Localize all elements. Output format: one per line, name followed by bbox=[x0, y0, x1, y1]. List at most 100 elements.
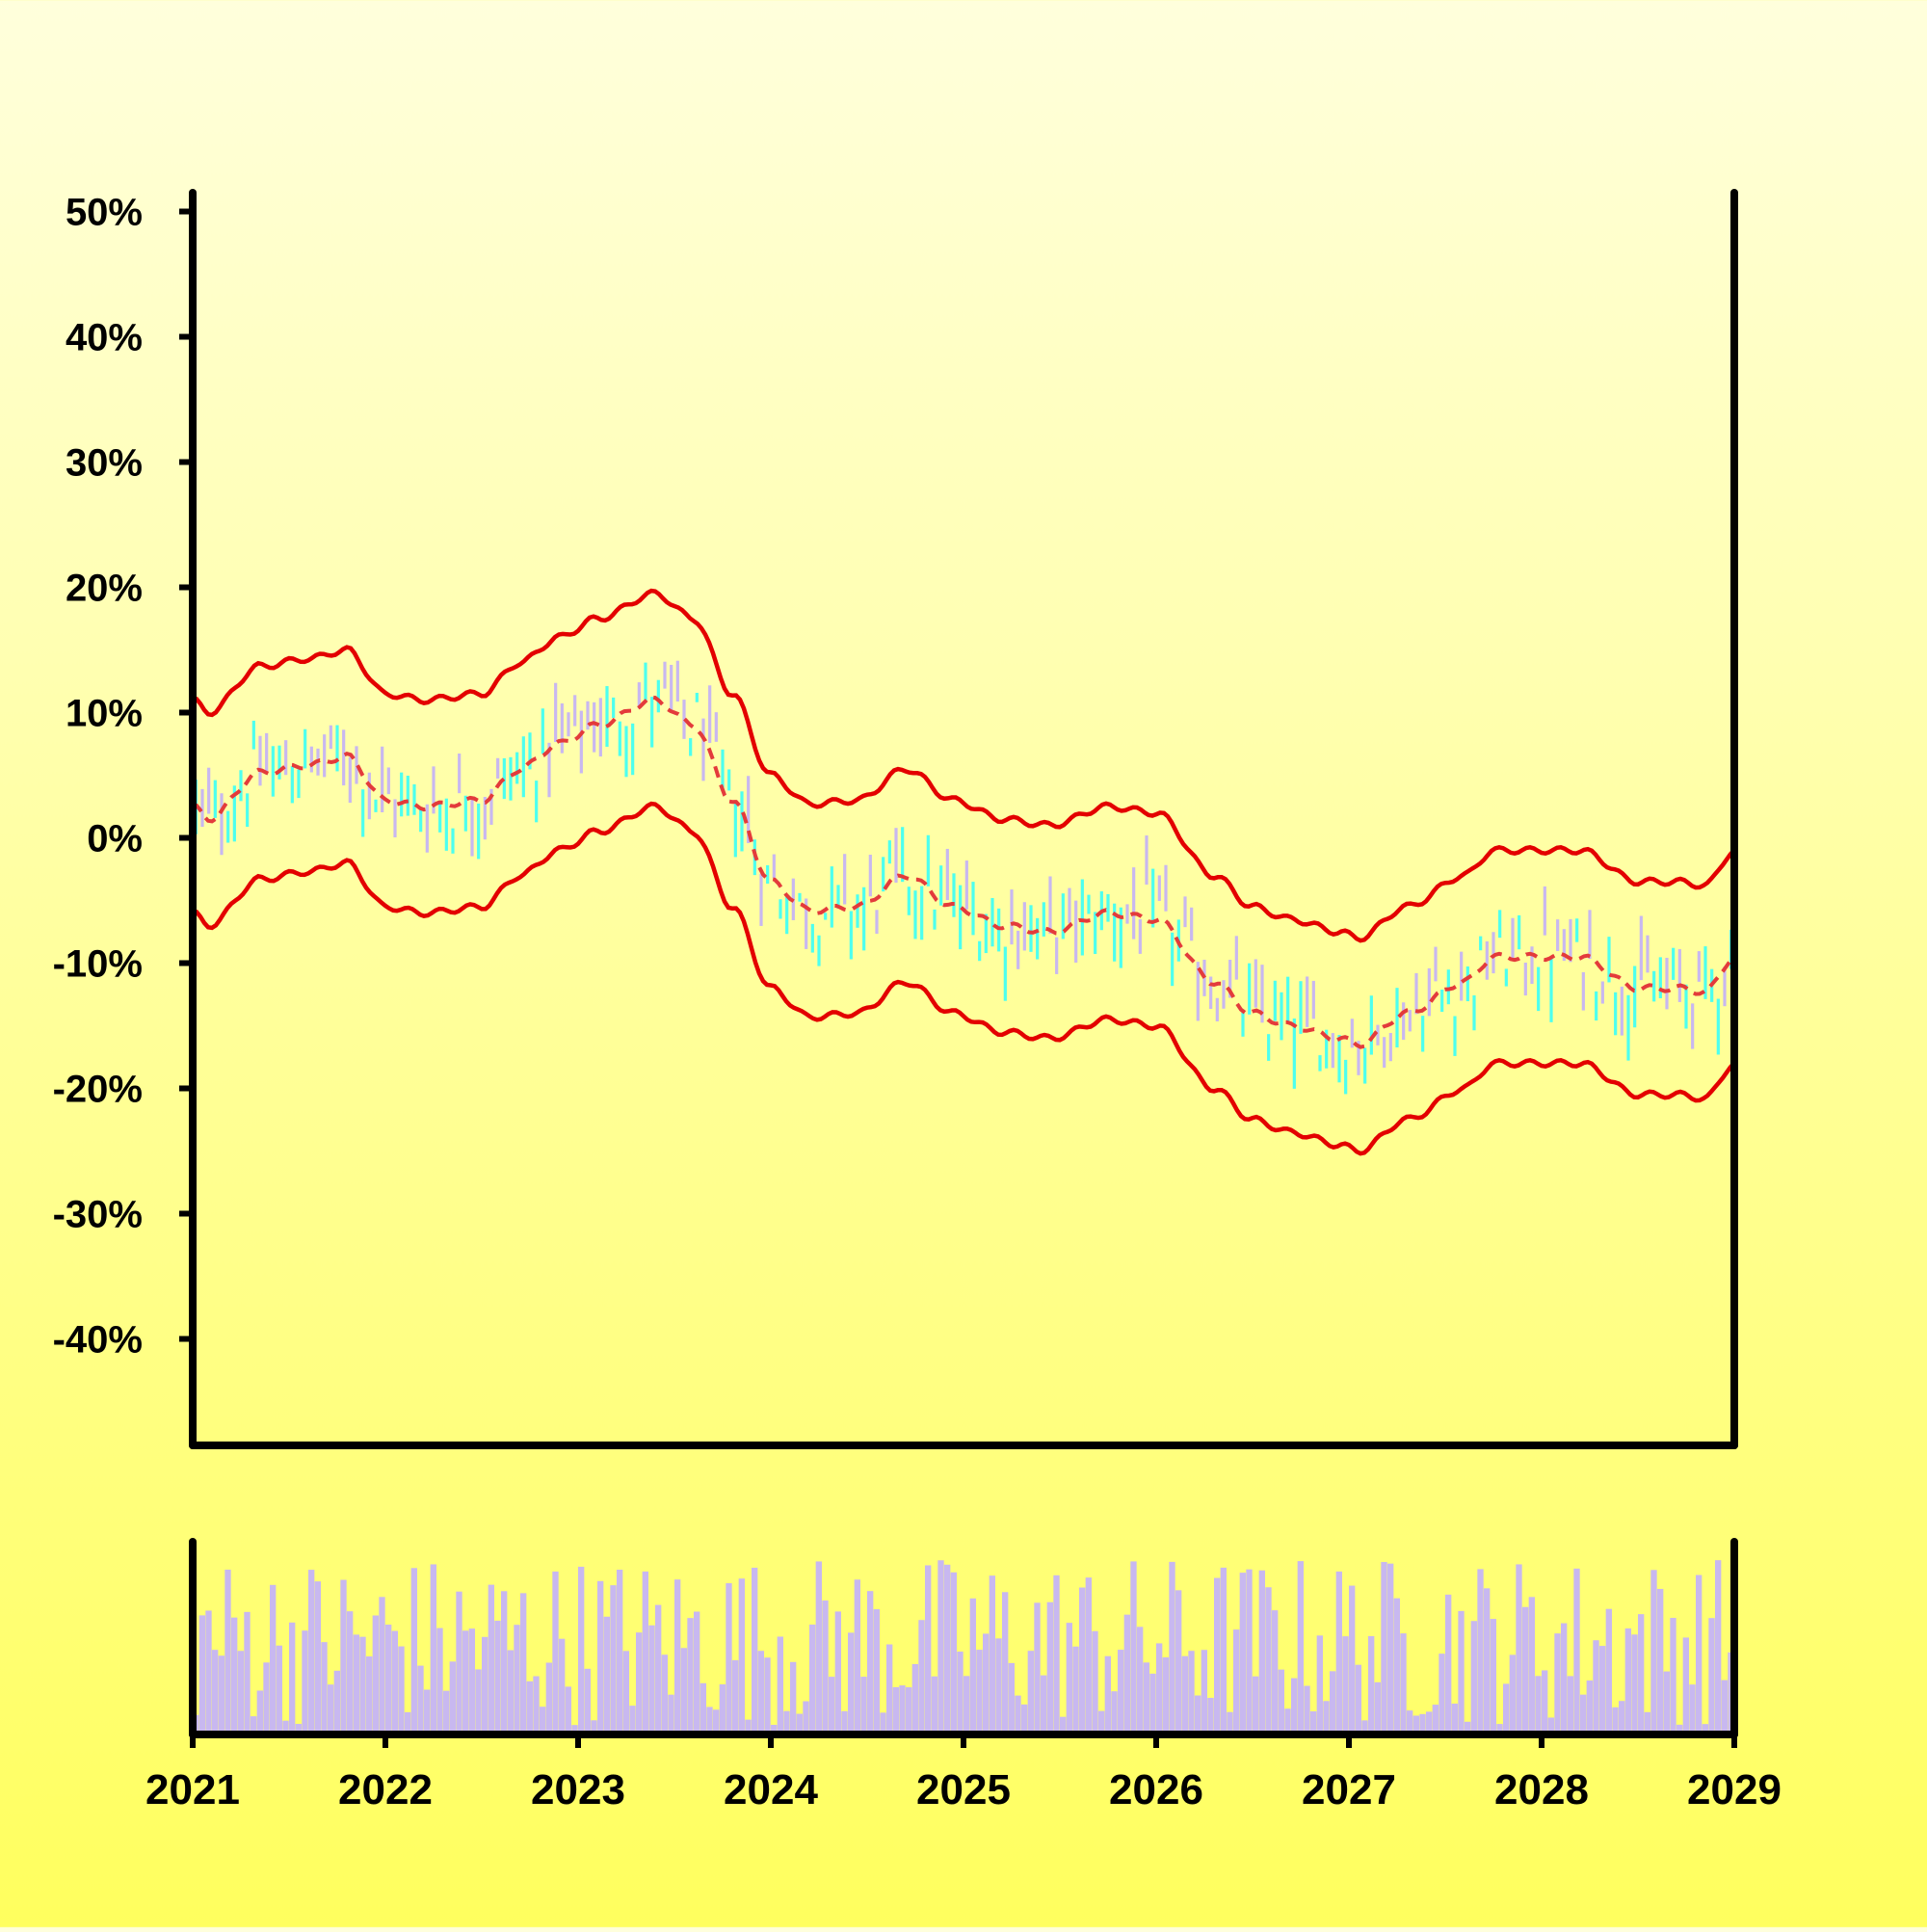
volume-bar bbox=[1169, 1561, 1175, 1734]
volume-bar bbox=[867, 1591, 874, 1734]
volume-bar bbox=[372, 1615, 379, 1734]
volume-bar bbox=[347, 1611, 354, 1734]
volume-bar bbox=[295, 1723, 302, 1734]
volume-bar bbox=[732, 1659, 739, 1734]
volume-bar bbox=[809, 1624, 816, 1734]
volume-bar bbox=[591, 1720, 597, 1734]
volume-bar bbox=[700, 1682, 706, 1734]
volume-bar bbox=[1682, 1637, 1689, 1734]
volume-bar bbox=[359, 1636, 366, 1734]
volume-bar bbox=[1477, 1569, 1484, 1734]
volume-bar bbox=[918, 1620, 925, 1734]
volume-bar bbox=[1123, 1614, 1130, 1734]
volume-bar bbox=[379, 1597, 385, 1734]
volume-bar bbox=[1503, 1683, 1510, 1734]
volume-bar bbox=[1470, 1621, 1477, 1734]
volume-bar bbox=[1149, 1673, 1156, 1734]
volume-bar bbox=[655, 1604, 662, 1734]
volume-bar bbox=[1201, 1650, 1207, 1734]
volume-bar bbox=[520, 1593, 527, 1734]
volume-bar bbox=[436, 1628, 443, 1734]
volume-bar bbox=[829, 1677, 835, 1734]
volume-bar bbox=[237, 1651, 244, 1734]
volume-bar bbox=[1554, 1633, 1561, 1734]
volume-bar bbox=[1445, 1594, 1452, 1734]
volume-bar bbox=[1400, 1633, 1407, 1734]
volume-bar bbox=[1631, 1634, 1638, 1734]
y-tick-label: 0% bbox=[87, 818, 143, 860]
x-tick-label: 2024 bbox=[724, 1766, 818, 1813]
volume-bar bbox=[1265, 1587, 1272, 1734]
volume-bar bbox=[694, 1611, 700, 1734]
volume-bar bbox=[244, 1611, 251, 1734]
volume-bar bbox=[263, 1662, 270, 1734]
volume-bar bbox=[1046, 1601, 1053, 1734]
volume-bar bbox=[1516, 1564, 1522, 1734]
volume-bar bbox=[417, 1665, 424, 1734]
volume-bar bbox=[1412, 1715, 1419, 1734]
volume-bar bbox=[1407, 1710, 1413, 1734]
volume-bar bbox=[687, 1618, 694, 1734]
volume-bar bbox=[1542, 1670, 1548, 1734]
volume-bar bbox=[1181, 1655, 1188, 1734]
volume-bar bbox=[314, 1581, 321, 1734]
volume-bar bbox=[1657, 1588, 1664, 1734]
volume-bar bbox=[1053, 1575, 1060, 1734]
volume-bar bbox=[1118, 1650, 1124, 1734]
upper-band-line bbox=[192, 588, 1736, 943]
volume-bar bbox=[540, 1707, 546, 1734]
volume-bar bbox=[1573, 1568, 1580, 1734]
volume-bar bbox=[559, 1638, 566, 1734]
volume-bar bbox=[1567, 1676, 1573, 1734]
volume-bar bbox=[610, 1585, 617, 1734]
volume-bar bbox=[1528, 1597, 1535, 1734]
volume-bar bbox=[1021, 1704, 1028, 1734]
volume-bar bbox=[648, 1625, 655, 1734]
volume-bar bbox=[1638, 1614, 1645, 1734]
middle-band-line bbox=[192, 695, 1736, 1049]
volume-bar bbox=[1156, 1643, 1163, 1734]
volume-bar bbox=[1330, 1671, 1336, 1734]
volume-bar bbox=[892, 1686, 899, 1734]
volume-bar bbox=[854, 1579, 860, 1734]
volume-bar bbox=[764, 1657, 771, 1734]
volume-bar bbox=[815, 1561, 822, 1734]
volume-bar bbox=[545, 1662, 552, 1734]
volume-bar bbox=[1670, 1618, 1676, 1734]
volume-bar bbox=[1220, 1567, 1227, 1734]
y-tick-group: 50% 40% 30% 20% 10% 0% -10% -20% -30% -40% bbox=[53, 192, 193, 1362]
lower-band-line bbox=[192, 801, 1736, 1156]
volume-bar bbox=[1002, 1592, 1009, 1734]
volume-bar bbox=[1465, 1721, 1471, 1734]
volume-bar bbox=[1393, 1598, 1400, 1734]
volume-bar bbox=[1624, 1628, 1631, 1734]
volume-bar bbox=[224, 1569, 231, 1734]
volume-bar bbox=[860, 1677, 867, 1734]
volume-bar bbox=[391, 1630, 398, 1734]
volume-bar bbox=[937, 1560, 944, 1734]
volume-bar bbox=[790, 1661, 797, 1734]
volume-bar bbox=[1278, 1669, 1284, 1734]
y-tick-label: -20% bbox=[53, 1069, 143, 1111]
volume-bar bbox=[976, 1650, 983, 1734]
volume-bar bbox=[668, 1694, 674, 1734]
x-tick-label: 2028 bbox=[1494, 1766, 1589, 1813]
volume-bar bbox=[944, 1564, 951, 1734]
volume-bar bbox=[1304, 1685, 1310, 1734]
volume-bar bbox=[1008, 1662, 1015, 1734]
x-tick-label: 2025 bbox=[916, 1766, 1011, 1813]
volume-bar bbox=[757, 1651, 764, 1734]
volume-bar bbox=[1689, 1684, 1696, 1734]
volume-bar bbox=[1458, 1610, 1465, 1734]
volume-bar bbox=[617, 1569, 623, 1734]
volume-bar bbox=[680, 1648, 687, 1734]
volume-bar bbox=[1650, 1570, 1657, 1734]
volume-bar bbox=[969, 1598, 976, 1734]
volume-bar bbox=[321, 1642, 328, 1734]
volume-bar bbox=[1335, 1571, 1342, 1734]
volume-bar bbox=[1580, 1694, 1587, 1734]
volume-bar bbox=[636, 1632, 643, 1734]
volume-bar bbox=[270, 1584, 277, 1734]
volume-bar bbox=[1696, 1575, 1703, 1734]
volume-bar bbox=[231, 1617, 238, 1734]
